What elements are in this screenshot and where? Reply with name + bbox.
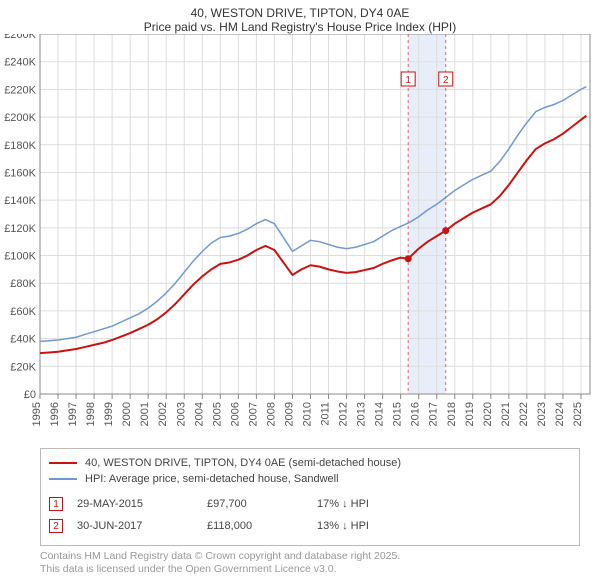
svg-text:£240K: £240K: [4, 57, 36, 69]
attribution-line1: Contains HM Land Registry data © Crown c…: [40, 550, 600, 563]
svg-text:£40K: £40K: [10, 334, 36, 346]
svg-text:1: 1: [405, 75, 411, 86]
svg-text:2019: 2019: [464, 402, 476, 426]
svg-text:2004: 2004: [193, 402, 205, 426]
svg-text:2015: 2015: [392, 402, 404, 426]
row2-pct: 13% ↓ HPI: [317, 520, 457, 532]
svg-text:2005: 2005: [211, 402, 223, 426]
legend-label-price-paid: 40, WESTON DRIVE, TIPTON, DY4 0AE (semi-…: [85, 457, 401, 469]
svg-text:2011: 2011: [320, 402, 332, 426]
svg-text:£0: £0: [24, 389, 36, 401]
line-chart: £0 £20K £40K £60K £80K £100K £120K £140K £160K £1…: [0, 34, 600, 444]
svg-text:2025: 2025: [572, 402, 584, 426]
marker-box-1: 1: [49, 497, 63, 511]
svg-text:2012: 2012: [338, 402, 350, 426]
svg-text:£220K: £220K: [4, 84, 36, 96]
legend-data-row-2: 2 30-JUN-2017 £118,000 13% ↓ HPI: [49, 515, 571, 537]
attribution: Contains HM Land Registry data © Crown c…: [40, 550, 600, 576]
svg-text:2017: 2017: [428, 402, 440, 426]
legend-swatch-price-paid: [49, 462, 77, 464]
svg-text:£100K: £100K: [4, 251, 36, 263]
legend-box: 40, WESTON DRIVE, TIPTON, DY4 0AE (semi-…: [40, 448, 580, 546]
svg-text:£200K: £200K: [4, 112, 36, 124]
svg-text:2009: 2009: [283, 402, 295, 426]
row1-price: £97,700: [207, 498, 317, 510]
svg-text:2014: 2014: [374, 402, 386, 426]
svg-text:1996: 1996: [49, 402, 61, 426]
svg-text:2022: 2022: [518, 402, 530, 426]
marker-box-2: 2: [49, 519, 63, 533]
svg-text:£180K: £180K: [4, 140, 36, 152]
legend-series-1: 40, WESTON DRIVE, TIPTON, DY4 0AE (semi-…: [49, 455, 571, 471]
svg-text:£80K: £80K: [10, 278, 36, 290]
svg-text:2007: 2007: [247, 402, 259, 426]
svg-text:£120K: £120K: [4, 223, 36, 235]
svg-text:2024: 2024: [554, 402, 566, 426]
svg-text:£20K: £20K: [10, 361, 36, 373]
svg-text:2013: 2013: [356, 402, 368, 426]
svg-text:2002: 2002: [157, 402, 169, 426]
attribution-line2: This data is licensed under the Open Gov…: [40, 563, 600, 576]
svg-text:1995: 1995: [31, 402, 43, 426]
chart-area: £0 £20K £40K £60K £80K £100K £120K £140K £160K £1…: [0, 34, 600, 444]
svg-text:2008: 2008: [265, 402, 277, 426]
svg-text:2003: 2003: [175, 402, 187, 426]
svg-text:£60K: £60K: [10, 306, 36, 318]
svg-text:2016: 2016: [410, 402, 422, 426]
svg-text:2021: 2021: [500, 402, 512, 426]
legend-swatch-hpi: [49, 478, 77, 480]
svg-text:2018: 2018: [446, 402, 458, 426]
chart-title-line2: Price paid vs. HM Land Registry's House …: [0, 20, 600, 34]
svg-text:1997: 1997: [67, 402, 79, 426]
svg-text:£260K: £260K: [4, 34, 36, 41]
svg-text:£160K: £160K: [4, 167, 36, 179]
svg-text:2: 2: [443, 75, 449, 86]
svg-text:1999: 1999: [103, 402, 115, 426]
row1-pct: 17% ↓ HPI: [317, 498, 457, 510]
svg-text:2000: 2000: [121, 402, 133, 426]
row2-price: £118,000: [207, 520, 317, 532]
legend-label-hpi: HPI: Average price, semi-detached house,…: [85, 473, 339, 485]
svg-text:£140K: £140K: [4, 195, 36, 207]
row1-date: 29-MAY-2015: [77, 498, 207, 510]
legend-series-2: HPI: Average price, semi-detached house,…: [49, 471, 571, 487]
svg-text:1998: 1998: [85, 402, 97, 426]
svg-text:2006: 2006: [229, 402, 241, 426]
svg-text:2010: 2010: [301, 402, 313, 426]
svg-text:2023: 2023: [536, 402, 548, 426]
row2-date: 30-JUN-2017: [77, 520, 207, 532]
svg-text:2001: 2001: [139, 402, 151, 426]
svg-text:2020: 2020: [482, 402, 494, 426]
legend-data-row-1: 1 29-MAY-2015 £97,700 17% ↓ HPI: [49, 493, 571, 515]
chart-title-line1: 40, WESTON DRIVE, TIPTON, DY4 0AE: [0, 6, 600, 20]
